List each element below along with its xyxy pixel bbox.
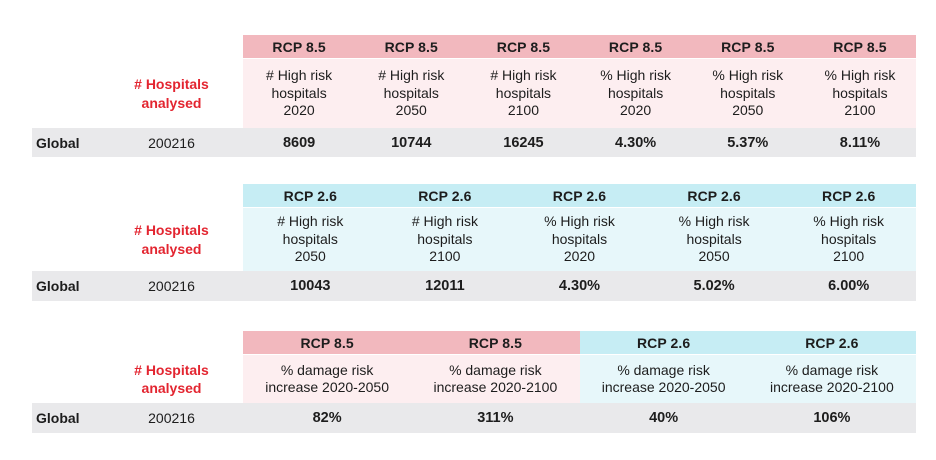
data-value: 5.02% <box>646 271 782 301</box>
header-spacer <box>0 35 243 58</box>
scenario-header-cell: RCP 2.6 <box>243 184 378 207</box>
data-row: Global 200216 8609 10744 16245 4.30% 5.3… <box>0 128 917 157</box>
header-spacer <box>0 184 243 207</box>
data-value: 8609 <box>243 128 356 157</box>
hospitals-analysed-value: 200216 <box>100 128 243 157</box>
metric-header-cell: % damage risk increase 2020-2100 <box>411 355 580 403</box>
data-row: Global 200216 10043 12011 4.30% 5.02% 6.… <box>0 271 916 301</box>
hospitals-analysed-label: # Hospitals analysed <box>134 76 209 111</box>
scenario-header-cell: RCP 2.6 <box>781 184 916 207</box>
scenario-header-cell: RCP 2.6 <box>512 184 647 207</box>
row-indent <box>0 403 32 433</box>
scenario-header-cell: RCP 8.5 <box>467 35 580 58</box>
scenario-header-row: RCP 2.6 RCP 2.6 RCP 2.6 RCP 2.6 RCP 2.6 <box>0 184 916 207</box>
hospitals-analysed-label-area: # Hospitals analysed <box>0 59 243 128</box>
metric-header-row: # Hospitals analysed % damage risk incre… <box>0 355 916 403</box>
scenario-header-cell: RCP 2.6 <box>646 184 782 207</box>
metric-header-cell: % damage risk increase 2020-2050 <box>243 355 412 403</box>
hospitals-analysed-label: # Hospitals analysed <box>134 361 209 396</box>
scenario-header-cell: RCP 8.5 <box>691 35 804 58</box>
metric-header-row: # Hospitals analysed # High risk hospita… <box>0 59 917 128</box>
row-indent <box>0 271 32 301</box>
region-label: Global <box>32 128 100 157</box>
metric-header-row: # Hospitals analysed # High risk hospita… <box>0 208 916 271</box>
scenario-header-cell: RCP 2.6 <box>579 331 748 354</box>
metric-header-cell: # High risk hospitals 2100 <box>467 59 580 128</box>
data-value: 311% <box>411 403 580 433</box>
scenario-header-cell: RCP 8.5 <box>243 35 356 58</box>
metric-header-cell: % High risk hospitals 2100 <box>781 208 916 271</box>
data-value: 4.30% <box>579 128 692 157</box>
data-value: 8.11% <box>803 128 917 157</box>
table-rcp85-high-risk: RCP 8.5 RCP 8.5 RCP 8.5 RCP 8.5 RCP 8.5 … <box>0 35 936 157</box>
hospitals-analysed-label-area: # Hospitals analysed <box>0 208 243 271</box>
metric-header-cell: % High risk hospitals 2020 <box>512 208 647 271</box>
scenario-header-cell: RCP 2.6 <box>377 184 513 207</box>
hospitals-analysed-value: 200216 <box>100 271 243 301</box>
scenario-header-cell: RCP 8.5 <box>355 35 468 58</box>
data-value: 16245 <box>467 128 580 157</box>
region-label: Global <box>32 271 100 301</box>
hospitals-analysed-value: 200216 <box>100 403 243 433</box>
metric-header-cell: % damage risk increase 2020-2100 <box>747 355 916 403</box>
region-label: Global <box>32 403 100 433</box>
scenario-header-cell: RCP 8.5 <box>579 35 692 58</box>
data-value: 12011 <box>377 271 513 301</box>
metric-header-cell: # High risk hospitals 2100 <box>377 208 513 271</box>
data-value: 10043 <box>243 271 378 301</box>
metric-header-cell: # High risk hospitals 2050 <box>243 208 378 271</box>
data-value: 40% <box>579 403 748 433</box>
scenario-header-cell: RCP 8.5 <box>243 331 412 354</box>
metric-header-cell: % High risk hospitals 2100 <box>803 59 917 128</box>
data-value: 10744 <box>355 128 468 157</box>
data-value: 106% <box>747 403 916 433</box>
metric-header-cell: % High risk hospitals 2050 <box>646 208 782 271</box>
metric-header-cell: # High risk hospitals 2020 <box>243 59 356 128</box>
hospitals-analysed-label-area: # Hospitals analysed <box>0 355 243 403</box>
table-damage-risk-increase: RCP 8.5 RCP 8.5 RCP 2.6 RCP 2.6 # Hospit… <box>0 331 936 433</box>
report-figure: RCP 8.5 RCP 8.5 RCP 8.5 RCP 8.5 RCP 8.5 … <box>0 35 936 433</box>
data-value: 4.30% <box>512 271 647 301</box>
metric-header-cell: % damage risk increase 2020-2050 <box>579 355 748 403</box>
metric-header-cell: % High risk hospitals 2020 <box>579 59 692 128</box>
scenario-header-cell: RCP 2.6 <box>747 331 916 354</box>
scenario-header-row: RCP 8.5 RCP 8.5 RCP 2.6 RCP 2.6 <box>0 331 916 354</box>
data-row: Global 200216 82% 311% 40% 106% <box>0 403 916 433</box>
header-spacer <box>0 331 243 354</box>
metric-header-cell: # High risk hospitals 2050 <box>355 59 468 128</box>
data-value: 82% <box>243 403 412 433</box>
table-rcp26-high-risk: RCP 2.6 RCP 2.6 RCP 2.6 RCP 2.6 RCP 2.6 … <box>0 184 936 301</box>
data-value: 5.37% <box>691 128 804 157</box>
row-indent <box>0 128 32 157</box>
scenario-header-row: RCP 8.5 RCP 8.5 RCP 8.5 RCP 8.5 RCP 8.5 … <box>0 35 917 58</box>
scenario-header-cell: RCP 8.5 <box>411 331 580 354</box>
data-value: 6.00% <box>781 271 916 301</box>
scenario-header-cell: RCP 8.5 <box>803 35 917 58</box>
metric-header-cell: % High risk hospitals 2050 <box>691 59 804 128</box>
hospitals-analysed-label: # Hospitals analysed <box>134 222 209 257</box>
